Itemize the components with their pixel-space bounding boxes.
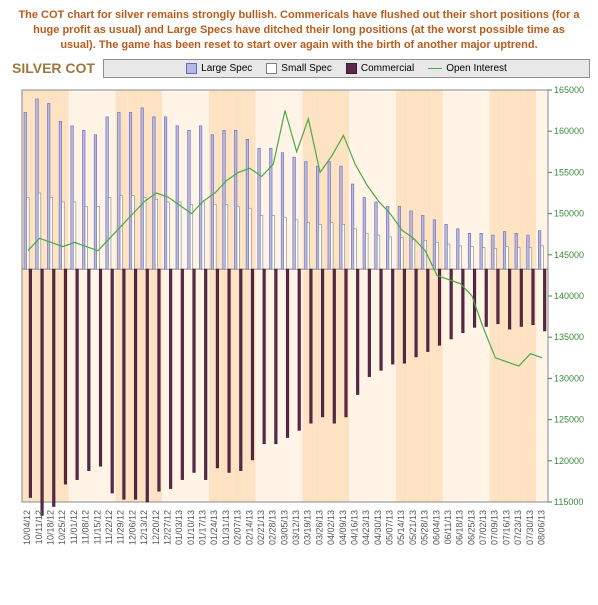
legend-label: Commercial (361, 63, 414, 74)
open-interest-swatch (428, 68, 442, 69)
svg-text:06/04/13: 06/04/13 (431, 510, 441, 545)
svg-text:150000: 150000 (554, 208, 584, 218)
legend-small-spec: Small Spec (266, 63, 332, 74)
svg-text:160000: 160000 (554, 126, 584, 136)
svg-text:11/01/12: 11/01/12 (69, 510, 79, 544)
svg-text:10/04/12: 10/04/12 (22, 510, 32, 545)
legend-label: Open Interest (446, 63, 507, 74)
legend: Large Spec Small Spec Commercial Open In… (103, 59, 590, 78)
legend-open-interest: Open Interest (428, 63, 507, 74)
svg-text:135000: 135000 (554, 332, 584, 342)
svg-text:04/30/13: 04/30/13 (373, 510, 383, 545)
svg-text:145000: 145000 (554, 249, 584, 259)
svg-text:07/02/13: 07/02/13 (478, 510, 488, 545)
svg-text:02/07/13: 02/07/13 (233, 510, 243, 545)
svg-text:155000: 155000 (554, 167, 584, 177)
svg-text:11/08/12: 11/08/12 (81, 510, 91, 544)
svg-text:01/10/13: 01/10/13 (186, 510, 196, 545)
svg-text:04/02/13: 04/02/13 (326, 510, 336, 545)
svg-text:04/23/13: 04/23/13 (361, 510, 371, 545)
svg-text:07/30/13: 07/30/13 (525, 510, 535, 545)
cot-chart-svg: 115000 120000 125000 130000 135000 140000 1450… (8, 82, 590, 572)
svg-text:01/31/13: 01/31/13 (221, 510, 231, 545)
svg-text:10/18/12: 10/18/12 (46, 510, 56, 545)
svg-text:06/18/13: 06/18/13 (455, 510, 465, 545)
svg-text:140000: 140000 (554, 291, 584, 301)
svg-text:130000: 130000 (554, 373, 584, 383)
svg-text:12/06/12: 12/06/12 (127, 510, 137, 545)
svg-text:03/19/13: 03/19/13 (303, 510, 313, 545)
svg-text:05/28/13: 05/28/13 (420, 510, 430, 545)
legend-label: Large Spec (201, 63, 252, 74)
svg-text:12/13/12: 12/13/12 (139, 510, 149, 545)
svg-text:120000: 120000 (554, 455, 584, 465)
svg-text:12/20/12: 12/20/12 (151, 510, 161, 545)
svg-text:03/12/13: 03/12/13 (291, 510, 301, 545)
svg-text:07/23/13: 07/23/13 (513, 510, 523, 545)
chart-title: SILVER COT (8, 60, 95, 76)
caption-text: The COT chart for silver remains strongl… (8, 8, 590, 59)
svg-text:03/26/13: 03/26/13 (314, 510, 324, 545)
svg-text:11/15/12: 11/15/12 (92, 510, 102, 544)
svg-text:06/25/13: 06/25/13 (466, 510, 476, 545)
svg-text:01/24/13: 01/24/13 (209, 510, 219, 545)
legend-commercial: Commercial (346, 63, 414, 74)
svg-text:05/21/13: 05/21/13 (408, 510, 418, 545)
svg-text:04/16/13: 04/16/13 (349, 510, 359, 545)
svg-text:05/07/13: 05/07/13 (385, 510, 395, 545)
svg-text:11/29/12: 11/29/12 (116, 510, 126, 544)
svg-text:07/09/13: 07/09/13 (490, 510, 500, 545)
svg-text:05/14/13: 05/14/13 (396, 510, 406, 545)
svg-text:07/16/13: 07/16/13 (501, 510, 511, 545)
svg-text:12/27/12: 12/27/12 (162, 510, 172, 545)
legend-large-spec: Large Spec (186, 63, 252, 74)
svg-text:01/03/13: 01/03/13 (174, 510, 184, 545)
svg-text:10/11/12: 10/11/12 (34, 510, 44, 544)
svg-text:02/14/13: 02/14/13 (244, 510, 254, 545)
svg-text:02/21/13: 02/21/13 (256, 510, 266, 545)
large-spec-swatch (186, 63, 197, 74)
small-spec-swatch (266, 63, 277, 74)
svg-text:125000: 125000 (554, 414, 584, 424)
legend-label: Small Spec (281, 63, 332, 74)
svg-text:03/05/13: 03/05/13 (279, 510, 289, 545)
svg-text:11/22/12: 11/22/12 (104, 510, 114, 544)
svg-text:06/11/13: 06/11/13 (443, 510, 453, 544)
title-row: SILVER COT Large Spec Small Spec Commerc… (8, 59, 590, 78)
commercial-swatch (346, 63, 357, 74)
svg-text:165000: 165000 (554, 85, 584, 95)
svg-text:01/17/13: 01/17/13 (198, 510, 208, 545)
svg-text:10/25/12: 10/25/12 (57, 510, 67, 545)
svg-text:04/09/13: 04/09/13 (338, 510, 348, 545)
svg-text:02/28/13: 02/28/13 (268, 510, 278, 545)
chart-area: 115000 120000 125000 130000 135000 140000 1450… (8, 82, 590, 572)
svg-text:115000: 115000 (554, 497, 583, 507)
svg-text:08/06/13: 08/06/13 (536, 510, 546, 545)
